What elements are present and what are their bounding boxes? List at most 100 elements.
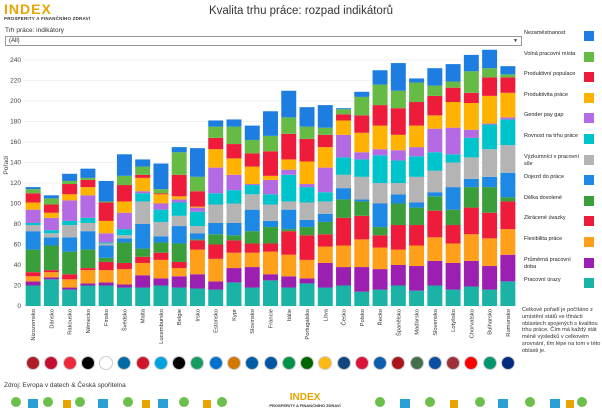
- bar-segment: [98, 220, 114, 234]
- bar-segment: [80, 179, 96, 188]
- bar-segment: [80, 217, 96, 223]
- bar-segment: [80, 222, 96, 232]
- bar-segment: [354, 115, 370, 133]
- legend-item[interactable]: Gender pay gap: [522, 112, 602, 130]
- bar-segment: [409, 78, 425, 83]
- legend-item[interactable]: Zkrácené úvazky: [522, 215, 602, 233]
- bar-segment: [427, 85, 443, 96]
- y-tick-label: 80: [14, 221, 22, 228]
- bar-segment: [390, 108, 406, 135]
- filter-label: Trh práce: indikátory: [5, 27, 65, 34]
- bar-segment: [372, 84, 388, 106]
- legend-item[interactable]: Volná pracovní místa: [522, 51, 602, 69]
- bar-segment: [171, 226, 187, 244]
- bar-segment: [299, 227, 315, 236]
- trees-and-houses-decoration-left: [11, 397, 227, 408]
- bar-segment: [226, 174, 242, 191]
- legend-item[interactable]: Délka dovolené: [522, 195, 602, 213]
- bar-segment: [336, 134, 352, 158]
- bar-segment: [62, 251, 78, 275]
- bar-segment: [244, 267, 260, 288]
- legend-item[interactable]: Pracovní úrazy: [522, 277, 602, 295]
- bar-segment: [263, 280, 278, 306]
- bar-segment: [463, 234, 479, 261]
- bar-segment: [336, 188, 352, 200]
- footer-logo-subtitle: PROSPERITY A FINANČNÍHO ZDRAVÍ: [269, 403, 341, 408]
- bar-segment: [226, 240, 242, 253]
- x-tick-label: Bulharsko: [488, 309, 494, 335]
- chevron-down-icon[interactable]: ▼: [513, 38, 518, 44]
- bar-segment: [208, 149, 224, 168]
- bar-segment: [116, 229, 132, 236]
- bar-segment: [482, 176, 498, 188]
- bar-segment: [43, 237, 59, 246]
- bar-segment: [427, 68, 443, 86]
- bar-segment: [189, 274, 205, 289]
- bar-segment: [25, 249, 41, 273]
- bar-segment: [189, 226, 205, 234]
- country-flag-icon: [318, 356, 333, 370]
- bar-segment: [171, 268, 187, 277]
- y-tick-label: 200: [10, 98, 21, 105]
- bar-segment: [500, 119, 516, 146]
- bar-segment: [62, 289, 78, 306]
- bar-segment: [25, 276, 41, 282]
- y-tick-label: 40: [14, 262, 22, 269]
- bar-segment: [171, 196, 187, 200]
- legend-item[interactable]: Dojezd do práce: [522, 174, 602, 192]
- country-flag-icon: [354, 356, 369, 370]
- bar-segment: [409, 147, 425, 157]
- x-tick-label: Estonsko: [214, 309, 220, 333]
- legend-item[interactable]: Průměrná pracovní doba: [522, 257, 602, 275]
- bar-segment: [153, 189, 169, 194]
- bar-segment: [482, 289, 498, 306]
- bar-segment: [500, 74, 516, 78]
- bar-segment: [135, 166, 151, 175]
- stacked-bar-chart: 0 20 40 60 80 100 120 140 160 180 200 220 240 Pořadí N…: [3, 49, 517, 344]
- bar-segment: [354, 159, 370, 177]
- filter-dropdown[interactable]: (All) ▼: [5, 36, 522, 46]
- bar-segment: [500, 254, 516, 282]
- bar-segment: [153, 163, 169, 190]
- bar-segment: [208, 167, 224, 194]
- bar-segment: [281, 276, 297, 288]
- bar-segment: [244, 287, 260, 306]
- bar-segment: [372, 149, 388, 156]
- bar-segment: [25, 222, 41, 226]
- legend-item[interactable]: Výzkumníci v pracovní síle: [522, 154, 602, 172]
- legend-swatch: [584, 51, 594, 62]
- bar-segment: [263, 194, 278, 205]
- bar-segment: [390, 90, 406, 109]
- legend-swatch: [584, 31, 594, 41]
- x-tick-label: Německo: [86, 309, 92, 333]
- legend-swatch: [584, 154, 594, 165]
- bar-segment: [153, 252, 169, 260]
- bar-segment: [153, 285, 169, 306]
- bar-segment: [409, 266, 425, 291]
- legend-label: Průměrná pracovní doba: [524, 256, 571, 270]
- x-tick-label: Česko: [341, 309, 348, 325]
- bar-segment: [116, 284, 132, 288]
- index-logo[interactable]: INDEX PROSPERITY A FINANČNÍHO ZDRAVÍ: [4, 2, 124, 26]
- bar-segment: [372, 155, 388, 183]
- bar-segment: [445, 162, 461, 188]
- country-flag-icon: [336, 356, 351, 370]
- country-flag-icon: [391, 356, 406, 370]
- bar-segment: [43, 198, 59, 205]
- legend-item[interactable]: Produktivní populace: [522, 71, 602, 89]
- legend-label: Flexibilita práce: [524, 236, 563, 242]
- legend-item[interactable]: Produktivita práce: [522, 92, 602, 110]
- legend-swatch: [584, 257, 594, 268]
- legend-item[interactable]: Nezaměstnanost: [522, 30, 602, 48]
- bar-segment: [116, 262, 132, 270]
- bar-segment: [445, 187, 461, 210]
- bar-segment: [317, 192, 333, 202]
- country-flag-icon: [99, 356, 114, 370]
- legend-item[interactable]: Flexibilita práce: [522, 236, 602, 254]
- legend-item[interactable]: Rovnost na trhu práce: [522, 133, 602, 151]
- bar-segment: [208, 289, 224, 306]
- legend-swatch: [584, 175, 594, 186]
- x-tick-label: Rumunsko: [506, 309, 512, 337]
- bar-segment: [98, 261, 114, 271]
- bar-segment: [226, 190, 242, 204]
